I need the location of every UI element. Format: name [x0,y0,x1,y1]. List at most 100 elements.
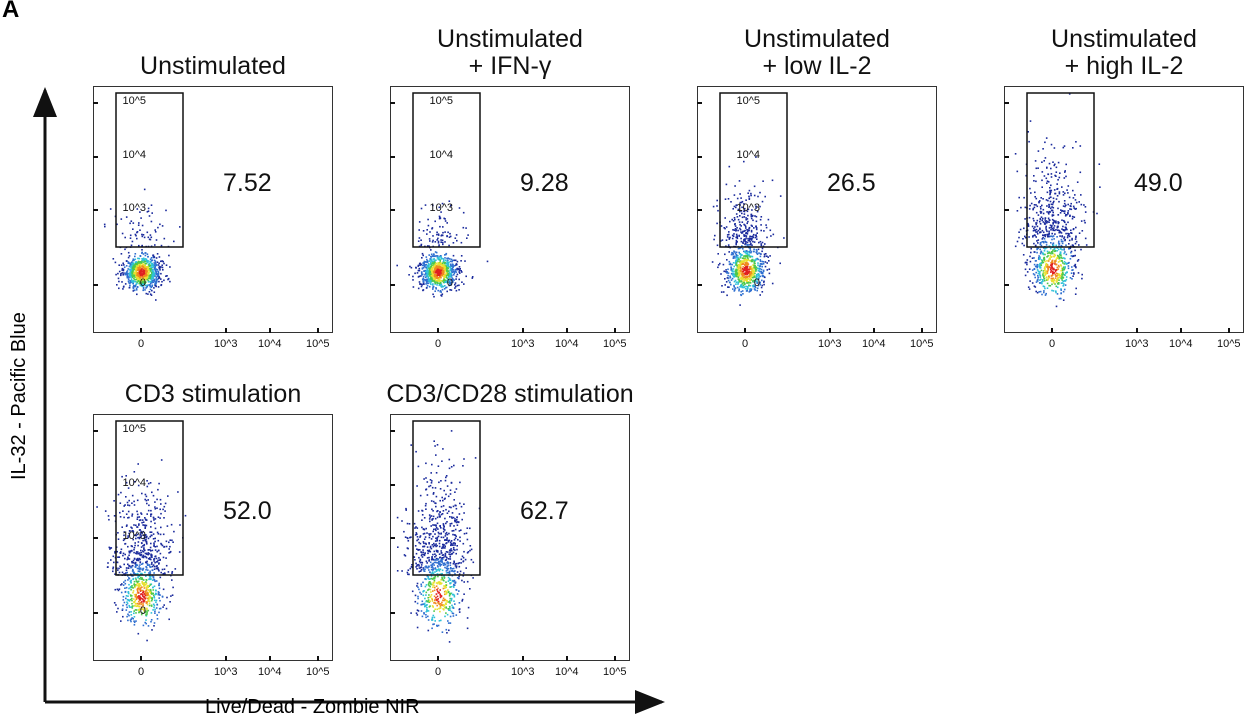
event-dot [428,569,430,571]
event-dot [448,236,451,238]
event-dot [1042,279,1044,281]
event-dot [128,516,130,519]
event-dot [421,284,423,286]
event-dot [146,231,149,234]
event-dot [151,289,153,292]
event-dot [1043,250,1046,252]
event-dot [1046,205,1048,207]
event-dot [132,272,134,275]
event-dot [724,217,726,219]
event-dot [1065,276,1068,278]
event-dot [1051,261,1054,264]
event-dot [1063,252,1065,255]
event-dot [445,612,447,614]
event-dot [449,276,451,278]
event-dot [749,256,751,258]
event-dot [432,510,434,512]
event-dot [1014,153,1017,155]
event-dot [145,619,147,621]
event-dot [1048,205,1051,208]
event-dot [1099,186,1101,188]
event-dot [429,240,431,242]
event-dot [407,569,410,571]
event-dot [764,255,766,257]
y-tick-label: 0 [139,277,146,289]
event-dot [1052,267,1055,270]
event-dot [423,264,425,267]
event-dot [422,567,425,569]
event-dot [1062,277,1064,279]
event-dot [130,575,133,577]
event-dot [755,258,758,260]
event-dot [1063,274,1065,276]
event-dot [750,265,752,268]
event-dot [130,278,133,280]
event-dot [442,267,444,269]
event-dot [742,284,745,286]
event-dot [142,608,145,611]
event-dot [752,276,755,279]
event-dot [434,556,436,558]
event-dot [716,199,718,202]
event-dot [397,546,399,548]
gate-percentage: 52.0 [223,497,272,525]
event-dot [439,217,442,220]
event-dot [442,266,445,268]
event-dot [1053,229,1056,232]
event-dot [755,236,758,238]
event-dot [124,283,127,285]
event-dot [159,266,161,269]
event-dot [740,269,742,271]
event-dot [419,494,422,497]
event-dot [761,279,763,282]
event-dot [729,281,731,284]
panel-title-line: Unstimulated [1051,25,1197,53]
event-dot [460,529,462,531]
event-dot [1059,247,1062,250]
event-dot [141,265,143,267]
event-dot [439,271,442,273]
event-dot [122,604,124,607]
event-dot [154,506,156,508]
event-dot [435,279,438,282]
event-dot [128,530,131,532]
event-dot [128,565,131,567]
event-dot [134,258,137,261]
event-dot [429,271,431,274]
event-dot [763,281,765,283]
event-dot [1042,270,1045,272]
event-dot [731,234,734,237]
event-dot [1042,273,1044,276]
event-dot [134,274,137,277]
event-dot [152,594,155,597]
event-dot [756,238,758,240]
event-dot [150,597,153,600]
event-dot [134,603,137,605]
event-dot [1051,259,1054,262]
event-dot [1039,217,1042,220]
event-dot [1067,232,1069,235]
event-dot [783,237,785,239]
event-dot [117,569,119,571]
event-dot [1057,242,1060,244]
event-dot [1028,216,1031,219]
event-dot [750,217,753,220]
event-dot [448,275,450,278]
event-dot [1044,217,1047,219]
event-dot [143,279,146,282]
event-dot [1033,257,1035,259]
event-dot [760,229,762,232]
event-dot [440,291,442,293]
event-dot [733,194,736,196]
event-dot [1044,294,1047,296]
event-dot [746,278,748,280]
event-dot [413,522,416,525]
event-dot [1052,271,1054,274]
event-dot [139,588,141,591]
event-dot [1040,278,1042,281]
event-dot [145,292,148,295]
event-dot [1062,267,1064,270]
event-dot [131,564,134,567]
event-dot [131,607,134,609]
event-dot [154,284,157,287]
